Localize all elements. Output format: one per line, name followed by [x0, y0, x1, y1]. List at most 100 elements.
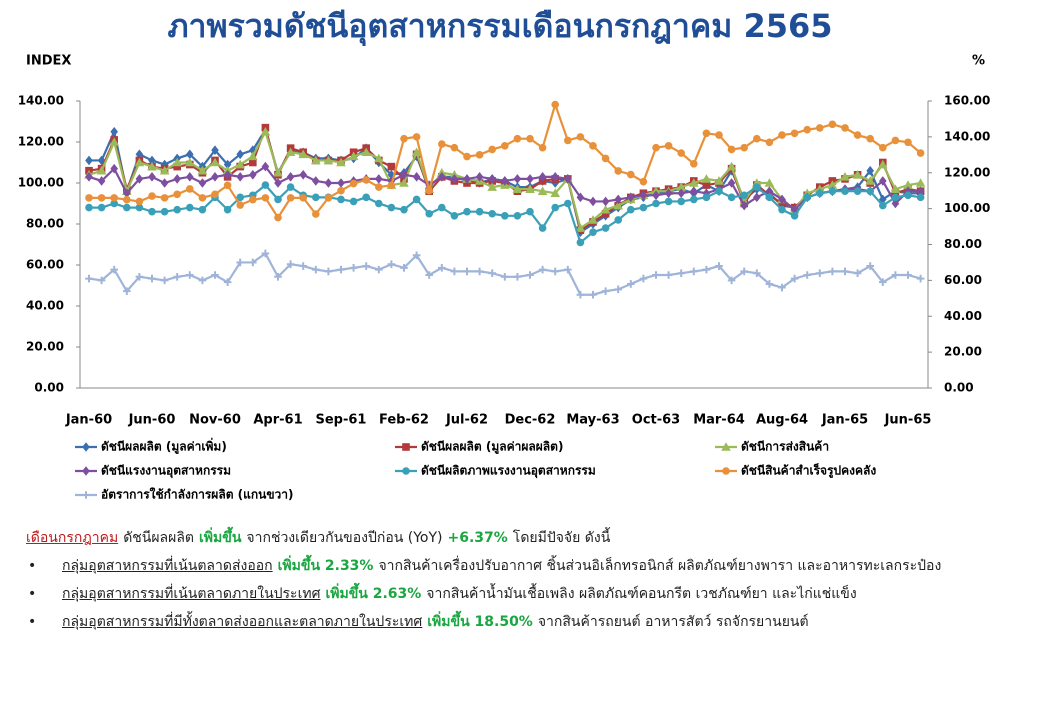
- point: [564, 174, 572, 184]
- legend-marker: [82, 442, 90, 452]
- point: [249, 158, 257, 167]
- point: [879, 278, 887, 286]
- x-tick-label: Dec-62: [505, 413, 556, 428]
- point: [916, 274, 925, 283]
- point: [526, 271, 534, 279]
- point: [538, 265, 547, 274]
- point: [790, 212, 799, 220]
- point: [412, 251, 421, 260]
- point: [576, 238, 585, 247]
- point: [501, 272, 509, 281]
- bullet-group: กลุ่มอุตสาหกรรมที่เน้นตลาดภายในประเทศ: [62, 586, 321, 602]
- point: [387, 162, 396, 171]
- point: [425, 209, 434, 218]
- point: [765, 193, 774, 202]
- y2-tick-label: 40.00: [944, 309, 982, 323]
- point: [285, 147, 296, 157]
- point: [652, 199, 660, 208]
- point: [614, 167, 622, 175]
- legend-label: อัตราการใช้กำลังการผลิต (แกนขวา): [101, 487, 294, 502]
- point: [740, 143, 748, 152]
- point: [690, 267, 698, 276]
- x-tick-label: Nov-60: [189, 413, 241, 428]
- point: [160, 207, 169, 216]
- y2-tick-label: 120.00: [944, 165, 990, 179]
- legend-label: ดัชนีแรงงานอุตสาหกรรม: [101, 464, 231, 479]
- chart-title: ภาพรวมดัชนีอุตสาหกรรมเดือนกรกฎาคม 2565: [167, 7, 832, 47]
- point: [627, 170, 635, 179]
- point: [614, 285, 622, 294]
- point: [97, 194, 106, 202]
- point: [211, 271, 219, 279]
- bullet-detail: จากสินค้ารถยนต์ อาหารสัตว์ รถจักรยานยนต์: [537, 614, 809, 630]
- x-tick-label: Aug-64: [756, 413, 808, 428]
- point: [853, 131, 862, 139]
- point: [526, 207, 534, 216]
- point: [753, 269, 761, 277]
- point: [904, 271, 912, 279]
- y-tick-label: 40.00: [26, 299, 64, 313]
- point: [576, 192, 585, 203]
- point: [97, 155, 106, 166]
- point: [198, 178, 207, 188]
- y2-axis-label: %: [972, 54, 985, 69]
- point: [537, 186, 548, 195]
- point: [526, 134, 534, 143]
- bullet: กลุ่มอุตสาหกรรมที่เน้นตลาดภายในประเทศเพิ…: [26, 580, 1026, 608]
- x-tick-label: Apr-61: [253, 413, 302, 428]
- point: [676, 182, 686, 191]
- point: [513, 212, 522, 220]
- point: [816, 189, 824, 198]
- point: [513, 174, 522, 184]
- legend-label: ดัชนีสินค้าสำเร็จรูปคงคลัง: [741, 463, 876, 479]
- point: [299, 170, 307, 180]
- point: [488, 269, 496, 277]
- point: [463, 267, 471, 276]
- point: [903, 180, 913, 189]
- point: [400, 205, 408, 214]
- point: [600, 204, 611, 214]
- point: [627, 280, 635, 288]
- point: [841, 124, 849, 132]
- point: [185, 157, 195, 167]
- legend-label: ดัชนีการส่งสินค้า: [741, 440, 829, 454]
- point: [274, 272, 282, 281]
- point: [349, 179, 358, 188]
- point: [828, 187, 837, 195]
- y-tick-label: 120.00: [18, 135, 64, 149]
- point: [186, 149, 194, 160]
- point: [223, 181, 232, 190]
- point: [879, 201, 887, 210]
- point: [891, 198, 900, 209]
- bullet-change: เพิ่มขึ้น 2.33%: [277, 558, 374, 574]
- point: [249, 195, 257, 204]
- point: [652, 190, 660, 201]
- bullet: กลุ่มอุตสาหกรรมที่มีทั้งตลาดส่งออกและตลา…: [26, 608, 1026, 636]
- point: [551, 267, 559, 276]
- point: [286, 194, 295, 202]
- point: [890, 184, 901, 193]
- point: [110, 265, 118, 274]
- y2-tick-label: 60.00: [944, 273, 982, 287]
- x-tick-label: Jan-65: [821, 413, 868, 428]
- point: [399, 178, 409, 187]
- point: [689, 178, 699, 187]
- y-tick-label: 100.00: [18, 176, 64, 190]
- point: [816, 269, 824, 277]
- point: [915, 178, 926, 187]
- point: [866, 165, 874, 176]
- point: [236, 258, 244, 267]
- point: [362, 262, 370, 270]
- point: [853, 187, 862, 195]
- point: [148, 207, 156, 216]
- point: [463, 207, 471, 216]
- point: [336, 157, 346, 167]
- point: [134, 157, 145, 167]
- point: [110, 126, 118, 137]
- point: [753, 134, 761, 143]
- point: [387, 170, 396, 180]
- point: [375, 265, 383, 274]
- point: [198, 194, 207, 202]
- point: [260, 126, 271, 136]
- point: [160, 159, 169, 170]
